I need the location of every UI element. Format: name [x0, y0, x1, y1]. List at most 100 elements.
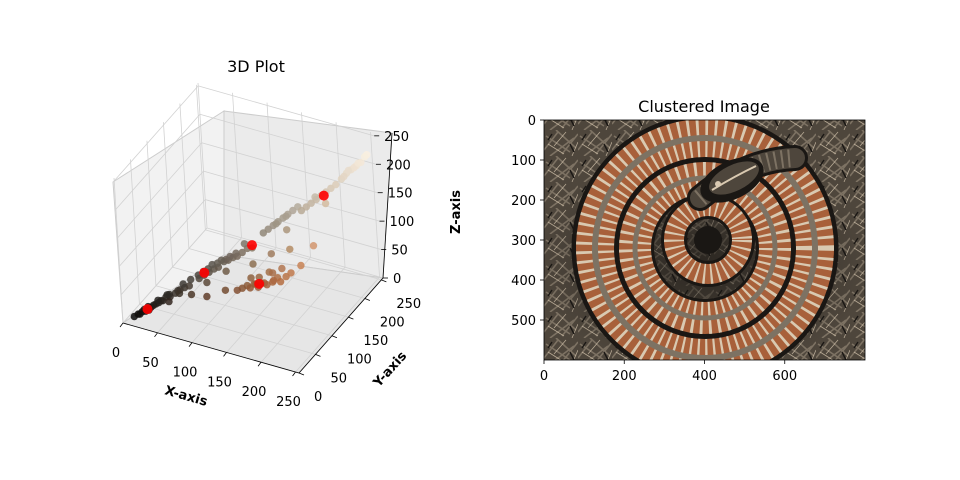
grid-line-z [198, 85, 375, 137]
centroid-point [247, 240, 257, 251]
grid-line-z [119, 170, 204, 267]
grid-line-x [197, 82, 208, 229]
scatter-point [287, 269, 295, 277]
grid-line-y [163, 122, 173, 268]
tick-mark [188, 342, 193, 347]
scatter-point [283, 226, 291, 234]
scatter-point [255, 273, 263, 281]
y-tick-label: 150 [363, 334, 388, 349]
snake-coil [571, 120, 839, 360]
scatter-point [297, 261, 305, 270]
scatter-point [354, 159, 362, 167]
grid-line-z [122, 227, 208, 324]
scatter-point [163, 291, 171, 299]
x-tick-label: 100 [173, 366, 198, 381]
y-tick-label: 50 [330, 371, 347, 386]
scatter-point [321, 199, 330, 208]
z-tick-label: 0 [393, 272, 401, 287]
image-y-tick-label: 0 [528, 114, 536, 129]
grid-line-x [301, 112, 311, 258]
y-tick-label: 0 [314, 390, 322, 405]
scatter-point [187, 290, 196, 299]
scatter-point [344, 166, 353, 175]
scatter-point [134, 310, 142, 318]
scatter-point [249, 260, 257, 268]
x-tick-label: 0 [112, 346, 120, 361]
centroid-point [142, 304, 153, 315]
grid-line-y [113, 177, 124, 324]
tick-mark [315, 354, 321, 357]
grid-line-x [226, 257, 311, 353]
tick-mark [364, 298, 371, 301]
scatter-point [278, 264, 286, 273]
image-x-tick-label: 0 [540, 369, 548, 384]
x-tick-label: 150 [207, 375, 232, 390]
image-x-tick-label: 200 [612, 369, 637, 384]
scatter-point [203, 278, 211, 287]
back-pane [223, 110, 393, 279]
grid-line-z [206, 227, 384, 279]
tick-mark [154, 332, 158, 338]
x-tick-label: 250 [276, 395, 301, 410]
grid-line-z [120, 199, 206, 295]
scatter-point [217, 256, 226, 264]
grid-line-z [201, 142, 378, 194]
z-tick-label: 150 [388, 187, 413, 202]
y-tick-label: 250 [396, 297, 421, 312]
grid-line-z [205, 199, 382, 250]
scatter-point [276, 278, 285, 286]
grid-line-y [188, 248, 365, 299]
image-y-tick-label: 400 [511, 274, 536, 289]
scatter-point [221, 286, 230, 294]
tick-mark [331, 335, 338, 339]
y-tick-label: 100 [347, 353, 372, 368]
tick-mark [348, 316, 354, 320]
scatter-point [332, 180, 340, 189]
grid-line-y [139, 303, 316, 355]
image-x-tick-label: 600 [772, 369, 797, 384]
scatter-point [268, 269, 277, 277]
grid-line-y [130, 159, 140, 305]
scatter-point [232, 249, 240, 257]
scatter-point [233, 286, 241, 294]
tick-mark [298, 372, 305, 376]
clustered-snake-image [544, 120, 865, 360]
tick-mark [257, 361, 262, 367]
grid-line-x [295, 276, 380, 373]
scatter-point [267, 250, 275, 258]
scatter-point [297, 206, 306, 215]
scatter-point [222, 267, 230, 275]
z-axis-line [382, 132, 393, 279]
tick-mark [223, 352, 227, 357]
grid-line-x [157, 237, 242, 334]
x-axis-line [122, 322, 300, 374]
chart-title-image: Clustered Image [638, 97, 770, 116]
grid-line-x [335, 122, 346, 268]
grid-line-x [260, 266, 346, 363]
scatter-point [240, 240, 249, 248]
grid-line-y [179, 103, 190, 249]
centroid-point [318, 190, 329, 201]
scatter-point [208, 260, 216, 269]
z-tick-label: 50 [391, 244, 408, 259]
scatter-point [179, 280, 187, 288]
centroid-point [254, 278, 265, 289]
scatter-point [282, 212, 290, 220]
z-axis-label: Z-axis [449, 190, 464, 234]
grid-line-x [191, 247, 277, 343]
grid-line-z [117, 142, 203, 238]
z-tick-label: 100 [389, 215, 414, 230]
grid-line-z [113, 85, 199, 182]
scatter-point [269, 276, 278, 285]
image-axes: Clustered Image [511, 97, 866, 384]
grid-line-z [199, 113, 377, 165]
image-y-tick-label: 100 [511, 154, 536, 169]
scatter-point [286, 245, 294, 253]
image-y-tick-label: 200 [511, 194, 536, 209]
z-tick-label: 250 [384, 130, 409, 145]
image-ticks: 0 200 400 600 0 100 200 300 400 500 [511, 114, 797, 384]
scatter-point [165, 297, 173, 306]
